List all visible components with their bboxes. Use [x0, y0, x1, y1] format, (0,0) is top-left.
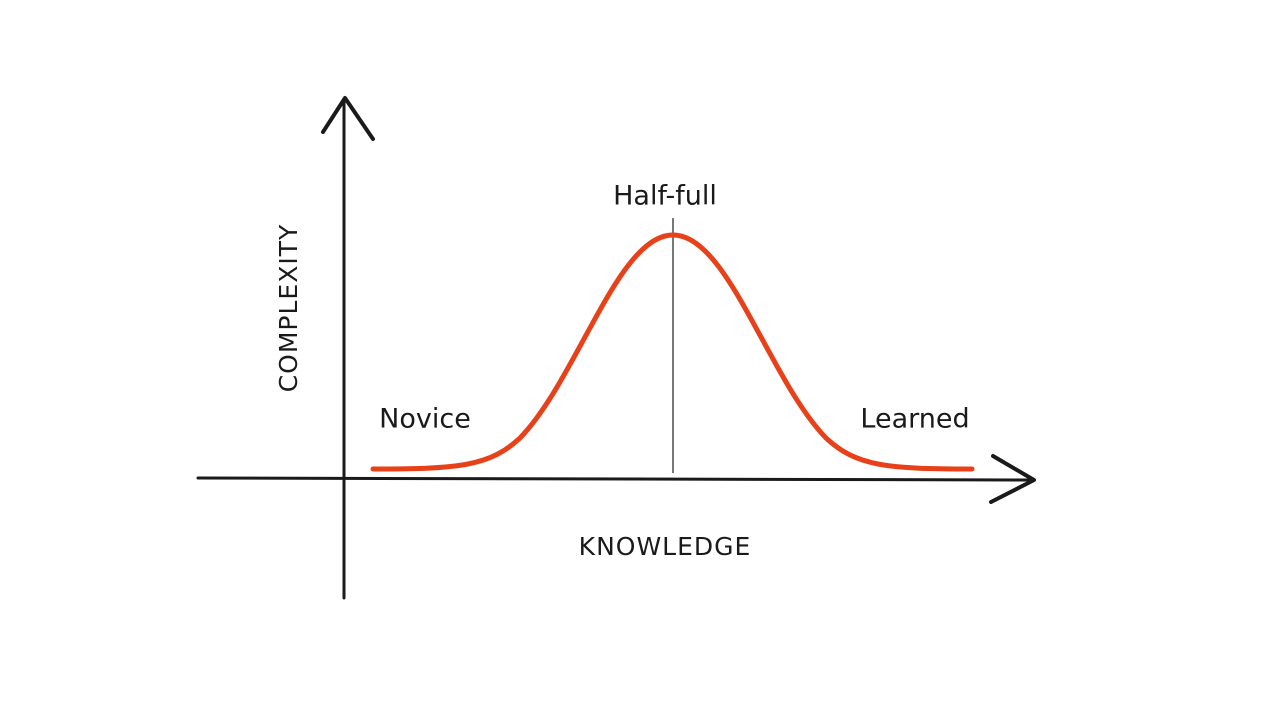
- y-axis-label: COMPLEXITY: [274, 224, 303, 393]
- bell-curve: [370, 232, 975, 472]
- y-axis-arrow: [321, 96, 375, 141]
- x-axis: [196, 476, 1035, 482]
- x-axis-arrow: [989, 454, 1036, 504]
- left-label: Novice: [379, 404, 471, 435]
- peak-label: Half-full: [613, 181, 717, 212]
- x-axis-label: KNOWLEDGE: [579, 532, 752, 561]
- right-label: Learned: [860, 404, 969, 435]
